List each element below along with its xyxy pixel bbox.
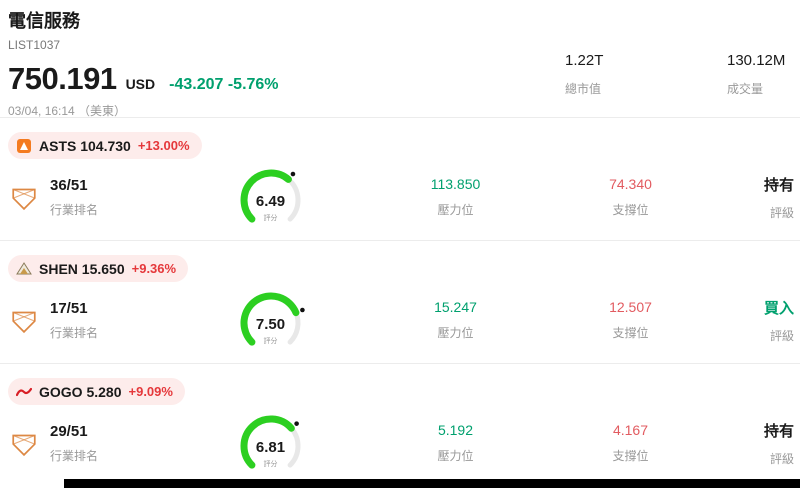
rating-label: 評級 (769, 451, 794, 466)
volume-label: 成交量 (727, 82, 764, 96)
list-id: LIST1037 (8, 38, 61, 52)
chip-ticker-price: ASTS 104.730 (39, 138, 131, 154)
support-label: 支撐位 (612, 449, 649, 463)
support-cell: 12.507 支撐位 (548, 299, 713, 341)
gauge-column: 7.50 評分 (178, 287, 363, 353)
stock-chip-asts[interactable]: ASTS 104.730 +13.00% (8, 132, 202, 159)
chip-ticker-price: SHEN 15.650 (39, 261, 125, 277)
industry-rank-cell: 36/51 行業排名 (8, 177, 178, 218)
volume-value: 130.12M (727, 52, 786, 69)
rating-value: 持有 (763, 176, 794, 194)
price-change: -43.207 -5.76% (169, 76, 279, 93)
stock-section-asts: ASTS 104.730 +13.00% 36/51 行業排名 6.49 評分 … (0, 118, 800, 241)
stock-price: 5.280 (86, 383, 122, 400)
industry-rank-label: 行業排名 (50, 202, 99, 217)
pressure-value: 113.850 (430, 176, 481, 192)
pressure-cell: 113.850 壓力位 (363, 176, 548, 218)
rating-cell: 買入 評級 (713, 297, 796, 344)
shen-logo-icon (16, 261, 32, 277)
score-value: 6.81 (255, 439, 286, 456)
stock-row-gogo[interactable]: 29/51 行業排名 6.81 評分 5.192 壓力位 4.167 支撐位 持… (8, 410, 800, 476)
market-cap-stat: 1.22T 總市值 (565, 52, 603, 97)
pressure-value: 5.192 (437, 422, 474, 438)
stock-price: 15.650 (81, 260, 125, 277)
support-value: 4.167 (612, 422, 649, 438)
stock-price: 104.730 (80, 137, 131, 154)
industry-badge-icon (10, 183, 38, 211)
quote-datetime: 03/04, 16:14 （美東） (8, 104, 127, 118)
header: 電信服務 LIST1037 750.191 USD -43.207 -5.76%… (0, 0, 800, 118)
ticker: GOGO (39, 383, 83, 400)
industry-rank-value: 17/51 (50, 299, 88, 317)
rating-label: 評級 (769, 328, 794, 343)
gauge-column: 6.81 評分 (178, 410, 363, 476)
score-label: 評分 (263, 461, 278, 468)
score-value: 7.50 (255, 316, 286, 333)
pressure-label: 壓力位 (437, 449, 474, 463)
stock-row-shen[interactable]: 17/51 行業排名 7.50 評分 15.247 壓力位 12.507 支撐位… (8, 287, 800, 353)
volume-stat: 130.12M 成交量 (727, 52, 785, 97)
industry-badge-icon (10, 429, 38, 457)
support-cell: 74.340 支撐位 (548, 176, 713, 218)
support-value: 74.340 (609, 176, 652, 192)
pressure-label: 壓力位 (437, 203, 474, 217)
ticker: ASTS (39, 137, 77, 154)
support-cell: 4.167 支撐位 (548, 422, 713, 464)
currency-label: USD (125, 76, 156, 92)
stock-chip-gogo[interactable]: GOGO 5.280 +9.09% (8, 378, 185, 405)
support-label: 支撐位 (612, 326, 649, 340)
gauge-column: 6.49 評分 (178, 164, 363, 230)
pressure-cell: 15.247 壓力位 (363, 299, 548, 341)
stock-row-asts[interactable]: 36/51 行業排名 6.49 評分 113.850 壓力位 74.340 支撐… (8, 164, 800, 230)
score-value: 6.49 (255, 193, 286, 210)
stock-section-shen: SHEN 15.650 +9.36% 17/51 行業排名 7.50 評分 15… (0, 241, 800, 364)
score-gauge: 6.49 評分 (231, 164, 311, 230)
stock-chip-shen[interactable]: SHEN 15.650 +9.36% (8, 255, 189, 282)
chip-ticker-price: GOGO 5.280 (39, 384, 122, 400)
pressure-cell: 5.192 壓力位 (363, 422, 548, 464)
rating-cell: 持有 評級 (713, 420, 796, 467)
rating-value: 持有 (763, 422, 794, 440)
index-price: 750.191 (8, 61, 117, 96)
score-label: 評分 (263, 215, 278, 222)
pressure-label: 壓力位 (437, 326, 474, 340)
industry-rank-cell: 17/51 行業排名 (8, 300, 178, 341)
ticker: SHEN (39, 260, 78, 277)
chip-change-pct: +9.36% (131, 261, 177, 276)
stock-section-gogo: GOGO 5.280 +9.09% 29/51 行業排名 6.81 評分 5.1… (0, 364, 800, 487)
industry-rank-cell: 29/51 行業排名 (8, 423, 178, 464)
rating-cell: 持有 評級 (713, 174, 796, 221)
score-gauge: 6.81 評分 (231, 410, 311, 476)
rating-value: 買入 (763, 299, 794, 317)
score-label: 評分 (263, 338, 278, 345)
market-cap-label: 總市值 (565, 82, 602, 96)
gogo-logo-icon (16, 384, 32, 400)
support-value: 12.507 (609, 299, 652, 315)
rating-label: 評級 (769, 205, 794, 220)
bottom-bar (64, 479, 800, 488)
price-row: 750.191 USD -43.207 -5.76% (8, 61, 792, 97)
industry-rank-label: 行業排名 (50, 325, 99, 340)
industry-badge-icon (10, 306, 38, 334)
score-gauge: 7.50 評分 (231, 287, 311, 353)
support-label: 支撐位 (612, 203, 649, 217)
page-title: 電信服務 (8, 11, 80, 31)
asts-logo-icon (16, 138, 32, 154)
chip-change-pct: +13.00% (137, 138, 190, 153)
industry-rank-value: 36/51 (50, 176, 88, 194)
chip-change-pct: +9.09% (128, 384, 173, 399)
industry-rank-label: 行業排名 (50, 448, 99, 463)
industry-rank-value: 29/51 (50, 422, 88, 440)
market-cap-value: 1.22T (565, 52, 604, 69)
pressure-value: 15.247 (434, 299, 477, 315)
